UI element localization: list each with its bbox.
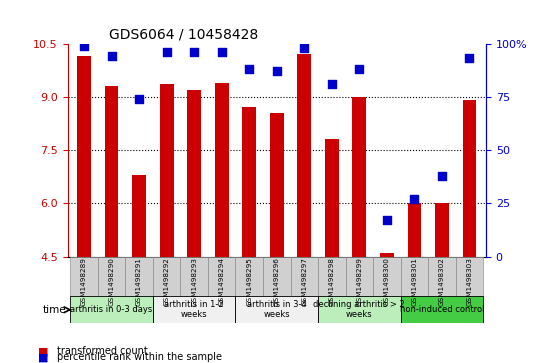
- Text: GSM1498291: GSM1498291: [136, 257, 142, 306]
- Bar: [401, 297, 483, 323]
- Bar: [346, 257, 373, 297]
- Point: [135, 96, 144, 102]
- Text: transformed count: transformed count: [57, 346, 147, 356]
- Bar: [435, 203, 449, 363]
- Bar: [105, 86, 118, 363]
- Text: arthritis in 1-2
weeks: arthritis in 1-2 weeks: [164, 300, 224, 319]
- Text: GSM1498298: GSM1498298: [329, 257, 335, 306]
- Point: [300, 45, 308, 51]
- Bar: [77, 56, 91, 363]
- Bar: [70, 257, 98, 297]
- Text: GSM1498297: GSM1498297: [301, 257, 307, 306]
- Bar: [408, 203, 421, 363]
- Bar: [428, 257, 456, 297]
- Bar: [180, 257, 208, 297]
- Text: GSM1498296: GSM1498296: [274, 257, 280, 306]
- Point: [327, 81, 336, 87]
- Bar: [160, 84, 173, 363]
- Point: [80, 43, 89, 49]
- Bar: [242, 107, 256, 363]
- Bar: [373, 257, 401, 297]
- Text: GSM1498290: GSM1498290: [109, 257, 114, 306]
- Point: [107, 53, 116, 59]
- Point: [190, 49, 199, 55]
- Text: GSM1498292: GSM1498292: [164, 257, 170, 306]
- Text: GSM1498289: GSM1498289: [81, 257, 87, 306]
- Text: GSM1498301: GSM1498301: [411, 257, 417, 306]
- Bar: [380, 253, 394, 363]
- Bar: [98, 257, 125, 297]
- Text: non-induced control: non-induced control: [400, 305, 484, 314]
- Text: ■: ■: [38, 352, 48, 362]
- Bar: [132, 175, 146, 363]
- Text: GSM1498299: GSM1498299: [356, 257, 362, 306]
- Bar: [270, 113, 284, 363]
- Bar: [298, 54, 311, 363]
- Bar: [70, 297, 153, 323]
- Bar: [456, 257, 483, 297]
- Point: [218, 49, 226, 55]
- Bar: [153, 297, 235, 323]
- Bar: [208, 257, 235, 297]
- Text: GDS6064 / 10458428: GDS6064 / 10458428: [109, 27, 259, 41]
- Bar: [318, 297, 401, 323]
- Text: time: time: [43, 305, 66, 315]
- Text: declining arthritis > 2
weeks: declining arthritis > 2 weeks: [314, 300, 405, 319]
- Bar: [401, 257, 428, 297]
- Point: [437, 173, 446, 179]
- Bar: [215, 83, 228, 363]
- Bar: [325, 139, 339, 363]
- Bar: [125, 257, 153, 297]
- Point: [163, 49, 171, 55]
- Bar: [353, 97, 366, 363]
- Point: [355, 66, 363, 72]
- Point: [245, 66, 254, 72]
- Text: ■: ■: [38, 346, 48, 356]
- Text: GSM1498294: GSM1498294: [219, 257, 225, 306]
- Text: percentile rank within the sample: percentile rank within the sample: [57, 352, 222, 362]
- Point: [382, 217, 391, 223]
- Bar: [291, 257, 318, 297]
- Text: GSM1498302: GSM1498302: [439, 257, 445, 306]
- Point: [273, 68, 281, 74]
- Point: [465, 56, 474, 61]
- Bar: [235, 257, 263, 297]
- Bar: [263, 257, 291, 297]
- Bar: [318, 257, 346, 297]
- Bar: [187, 90, 201, 363]
- Text: arthritis in 0-3 days: arthritis in 0-3 days: [70, 305, 153, 314]
- Text: GSM1498293: GSM1498293: [191, 257, 197, 306]
- Point: [410, 196, 418, 202]
- Bar: [235, 297, 318, 323]
- Bar: [153, 257, 180, 297]
- Text: GSM1498300: GSM1498300: [384, 257, 390, 306]
- Text: arthritis in 3-4
weeks: arthritis in 3-4 weeks: [247, 300, 307, 319]
- Text: GSM1498303: GSM1498303: [467, 257, 472, 306]
- Text: GSM1498295: GSM1498295: [246, 257, 252, 306]
- Bar: [463, 100, 476, 363]
